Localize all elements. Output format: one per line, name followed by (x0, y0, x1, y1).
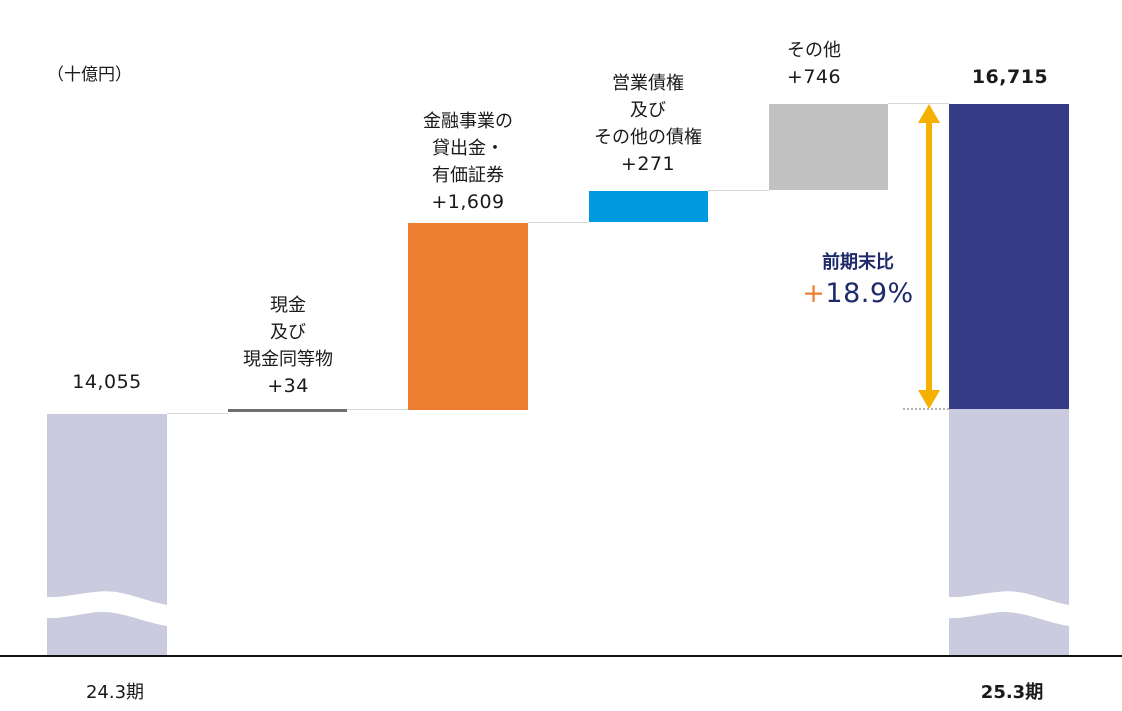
connector-line (888, 103, 949, 104)
other-label-line: その他 (787, 40, 841, 61)
loans-label: 金融事業の 貸出金・ 有価証券 +1,609 (423, 108, 513, 216)
x-category-start: 24.3期 (85, 682, 145, 703)
receivables-label-line: その他の債権 (594, 127, 702, 148)
other-bar (769, 104, 888, 190)
other-value: +746 (786, 66, 842, 88)
unit-label: （十億円） (47, 65, 132, 85)
loans-bar (408, 223, 528, 410)
cash-label: 現金 及び 現金同等物 +34 (243, 292, 333, 400)
receivables-value: +271 (620, 153, 676, 175)
receivables-label-line: 及び (630, 100, 666, 121)
start-value-label: 14,055 (72, 371, 142, 393)
end-value-label: 16,715 (971, 66, 1049, 88)
growth-title: 前期末比 (822, 252, 894, 273)
loans-label-line: 有価証券 (432, 165, 504, 186)
growth-percent: 18.9% (825, 278, 914, 309)
cash-label-line: 現金同等物 (243, 349, 333, 370)
connector-line (708, 190, 769, 191)
end-bar-increase (949, 104, 1069, 409)
receivables-label-line: 営業債権 (612, 73, 684, 94)
connector-line (347, 409, 408, 410)
end-bar-base (949, 409, 1069, 656)
connector-line (528, 222, 589, 223)
connector-line (167, 413, 228, 414)
start-bar (47, 414, 167, 656)
growth-plus: + (802, 278, 826, 309)
loans-label-line: 貸出金・ (432, 138, 504, 159)
x-axis-line (0, 655, 1122, 657)
cash-bar (228, 409, 347, 412)
receivables-label: 営業債権 及び その他の債権 +271 (594, 70, 702, 178)
dotted-reference-line (903, 408, 949, 410)
loans-value: +1,609 (431, 191, 505, 213)
cash-label-line: 現金 (270, 295, 306, 316)
receivables-bar (589, 191, 708, 222)
growth-value: +18.9% (802, 278, 913, 309)
cash-value: +34 (267, 375, 309, 397)
other-label: その他 +746 (787, 37, 841, 91)
loans-label-line: 金融事業の (423, 111, 513, 132)
double-arrow-icon (918, 104, 940, 409)
cash-label-line: 及び (270, 322, 306, 343)
x-category-end: 25.3期 (980, 682, 1044, 703)
